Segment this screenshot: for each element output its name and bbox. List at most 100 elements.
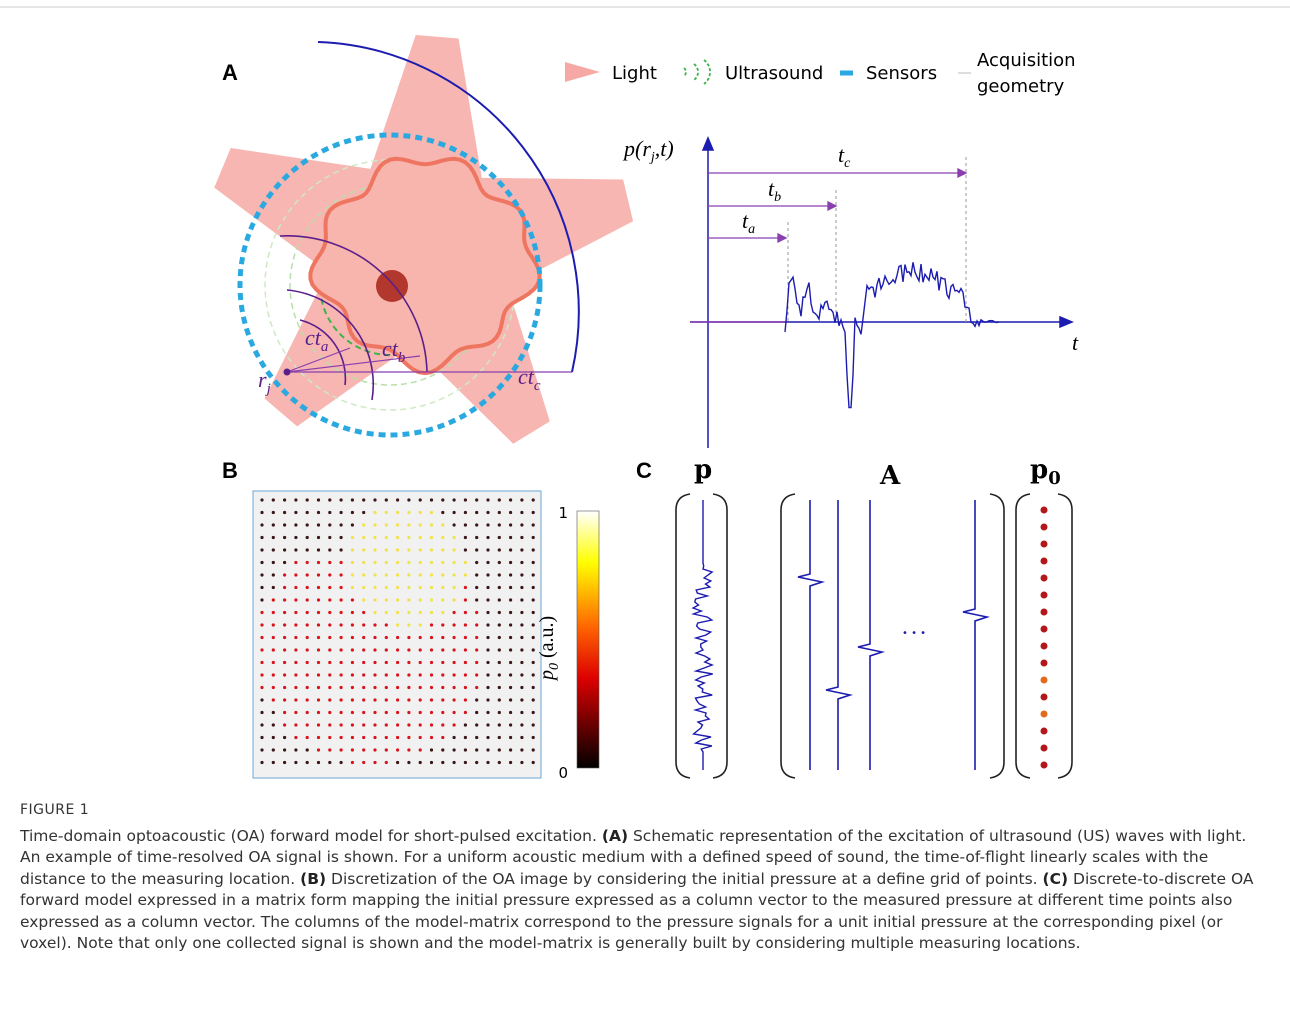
pixel	[453, 648, 456, 651]
pixel	[340, 523, 343, 526]
pixel	[532, 711, 535, 714]
pixel	[317, 511, 320, 514]
pixel	[520, 573, 523, 576]
pixel	[486, 686, 489, 689]
pixel	[362, 661, 365, 664]
pixel	[441, 598, 444, 601]
pixel	[441, 511, 444, 514]
pixel	[453, 636, 456, 639]
pixel	[283, 723, 286, 726]
pixel	[441, 573, 444, 576]
pixel	[532, 698, 535, 701]
caption-label: (A)	[602, 827, 628, 845]
pressure-element	[1041, 694, 1048, 701]
pixel	[317, 711, 320, 714]
pixel	[351, 711, 354, 714]
pixel	[407, 511, 410, 514]
image-frame	[253, 491, 541, 778]
pixel	[532, 511, 535, 514]
pixel	[373, 548, 376, 551]
pixel	[351, 586, 354, 589]
pixel	[464, 723, 467, 726]
pixel	[272, 548, 275, 551]
pixel	[362, 523, 365, 526]
pixel	[362, 586, 365, 589]
pixel	[294, 623, 297, 626]
pixel	[532, 548, 535, 551]
plot-axes	[690, 138, 1072, 448]
pixel	[430, 661, 433, 664]
pixel	[306, 661, 309, 664]
pixel	[475, 586, 478, 589]
pixel	[317, 686, 320, 689]
pixel	[509, 511, 512, 514]
pixel	[532, 661, 535, 664]
pixel	[340, 711, 343, 714]
pixel	[430, 748, 433, 751]
pixel	[532, 723, 535, 726]
pixel	[441, 548, 444, 551]
pixel	[475, 723, 478, 726]
pixel	[509, 711, 512, 714]
pixel	[441, 561, 444, 564]
pixel	[340, 598, 343, 601]
pixel	[373, 536, 376, 539]
pixel	[272, 723, 275, 726]
pixel	[351, 761, 354, 764]
pixel	[306, 548, 309, 551]
pixel	[385, 673, 388, 676]
pixel	[351, 673, 354, 676]
pixel	[453, 611, 456, 614]
pixel	[407, 761, 410, 764]
pixel	[407, 748, 410, 751]
pixel	[464, 686, 467, 689]
pixel	[419, 661, 422, 664]
pixel	[340, 511, 343, 514]
pixel	[430, 561, 433, 564]
pixel	[407, 698, 410, 701]
pixel	[430, 548, 433, 551]
pixel	[453, 698, 456, 701]
pixel	[385, 736, 388, 739]
pixel	[283, 698, 286, 701]
pixel	[362, 498, 365, 501]
pixel	[532, 573, 535, 576]
pixel	[272, 661, 275, 664]
pixel	[294, 636, 297, 639]
pixel	[328, 561, 331, 564]
pixel	[373, 723, 376, 726]
pixel	[441, 698, 444, 701]
pixel	[532, 736, 535, 739]
pixel	[407, 548, 410, 551]
pixel	[306, 711, 309, 714]
pixel	[498, 648, 501, 651]
pixel	[272, 761, 275, 764]
pixel	[283, 673, 286, 676]
panel-c: C p A p0 • • •	[636, 455, 1072, 778]
panel-label: A	[222, 60, 238, 85]
pixel	[294, 761, 297, 764]
pixel	[396, 673, 399, 676]
pixel	[362, 673, 365, 676]
pixel	[373, 736, 376, 739]
pixel	[430, 498, 433, 501]
pixel	[498, 536, 501, 539]
pixel	[498, 686, 501, 689]
pixel	[373, 523, 376, 526]
pixel	[486, 748, 489, 751]
pixel	[272, 623, 275, 626]
pixel	[260, 586, 263, 589]
panel-label: B	[222, 458, 238, 483]
pixel	[441, 648, 444, 651]
pixel	[294, 611, 297, 614]
pixel	[430, 598, 433, 601]
pixel	[317, 598, 320, 601]
pixel	[419, 673, 422, 676]
pixel	[294, 661, 297, 664]
pixel	[486, 536, 489, 539]
pixel	[328, 498, 331, 501]
x-axis-label: t	[1072, 330, 1079, 355]
pixel	[283, 598, 286, 601]
pixel	[362, 561, 365, 564]
pixel	[441, 636, 444, 639]
